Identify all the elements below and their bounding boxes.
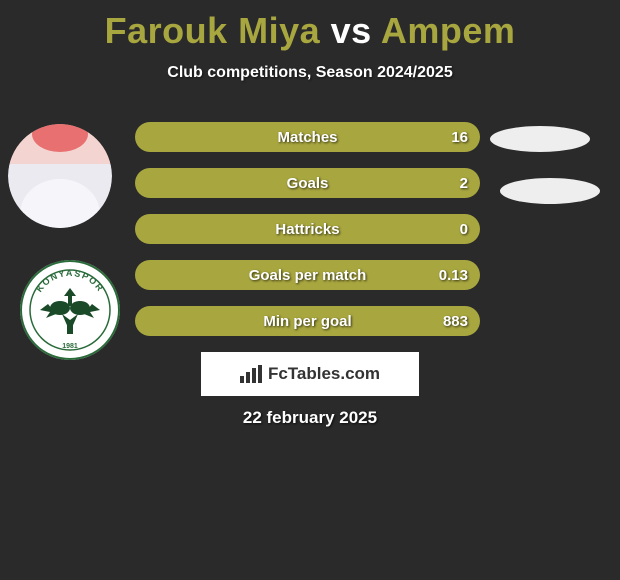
stat-bars-container: Matches 16 Goals 2 Hattricks 0 Goals per…: [135, 122, 480, 352]
stat-value: 16: [451, 129, 468, 146]
stat-label: Goals per match: [249, 267, 367, 284]
right-pill-1: [490, 126, 590, 152]
stat-bar-hattricks: Hattricks 0: [135, 214, 480, 244]
stat-value: 0: [460, 221, 468, 238]
player-avatar: [8, 124, 112, 228]
fctables-logo: FcTables.com: [201, 352, 419, 396]
right-pill-2: [500, 178, 600, 204]
date-text: 22 february 2025: [0, 408, 620, 428]
fctables-text: FcTables.com: [268, 364, 380, 384]
player1-name: Farouk Miya: [105, 10, 321, 51]
team-logo: KONYASPOR 1981: [20, 260, 120, 360]
stat-bar-matches: Matches 16: [135, 122, 480, 152]
vs-text: vs: [331, 10, 372, 51]
stat-bar-gpm: Goals per match 0.13: [135, 260, 480, 290]
svg-text:1981: 1981: [62, 343, 78, 350]
stat-label: Goals: [287, 175, 329, 192]
comparison-title: Farouk Miya vs Ampem: [0, 0, 620, 52]
subtitle: Club competitions, Season 2024/2025: [0, 64, 620, 82]
chart-icon: [240, 365, 262, 383]
stat-label: Hattricks: [275, 221, 339, 238]
stat-value: 883: [443, 313, 468, 330]
stat-label: Min per goal: [263, 313, 351, 330]
stat-label: Matches: [277, 129, 337, 146]
stat-value: 2: [460, 175, 468, 192]
stat-value: 0.13: [439, 267, 468, 284]
stat-bar-mpg: Min per goal 883: [135, 306, 480, 336]
player2-name: Ampem: [381, 10, 516, 51]
stat-bar-goals: Goals 2: [135, 168, 480, 198]
